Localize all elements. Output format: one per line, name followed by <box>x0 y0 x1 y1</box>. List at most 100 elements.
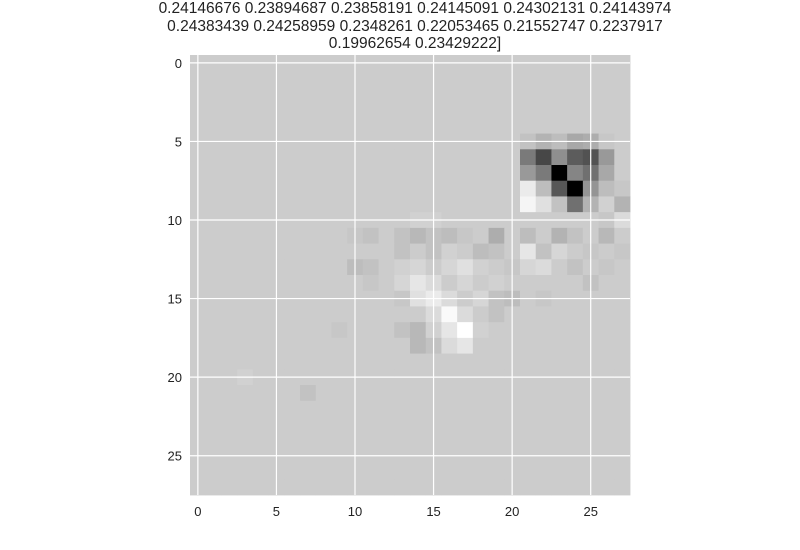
heatmap-cell <box>378 196 395 213</box>
heatmap-cell <box>252 149 269 166</box>
heatmap-cell <box>520 86 537 103</box>
grid-lines <box>190 55 630 495</box>
heatmap-cell <box>551 400 568 417</box>
heatmap-cell <box>205 117 222 134</box>
heatmap-cell <box>394 385 411 402</box>
heatmap-cell <box>598 117 615 134</box>
heatmap-cell <box>520 463 537 480</box>
heatmap-cell <box>488 70 505 87</box>
heatmap-cell <box>362 86 379 103</box>
heatmap-cell <box>362 259 379 276</box>
heatmap-cell <box>284 463 301 480</box>
heatmap-cell <box>394 70 411 87</box>
heatmap-cell <box>315 243 332 260</box>
heatmap-cell <box>237 416 254 433</box>
heatmap-cell <box>394 275 411 292</box>
heatmap-cell <box>221 463 238 480</box>
heatmap-cell <box>410 180 427 197</box>
heatmap-cell <box>284 117 301 134</box>
heatmap-cell <box>300 353 317 370</box>
heatmap-cell <box>598 432 615 449</box>
heatmap-cell <box>378 385 395 402</box>
heatmap-cell <box>472 86 489 103</box>
heatmap-cell <box>598 400 615 417</box>
heatmap-cell <box>331 117 348 134</box>
y-tick-label: 20 <box>168 370 182 385</box>
heatmap-cell <box>237 86 254 103</box>
heatmap-cell <box>598 306 615 323</box>
heatmap-cell <box>284 306 301 323</box>
heatmap-cell <box>567 463 584 480</box>
heatmap-cell <box>331 180 348 197</box>
heatmap-cell <box>394 86 411 103</box>
heatmap-cell <box>488 117 505 134</box>
heatmap-cell <box>410 306 427 323</box>
heatmap-cell <box>520 322 537 339</box>
heatmap-cell <box>378 149 395 166</box>
heatmap-cell <box>520 117 537 134</box>
heatmap-cell <box>394 117 411 134</box>
y-tick-label: 5 <box>175 134 182 149</box>
heatmap-cell <box>472 102 489 119</box>
heatmap-cell <box>598 479 615 496</box>
heatmap-cell <box>315 227 332 244</box>
heatmap-cell <box>394 322 411 339</box>
heatmap-cell <box>205 243 222 260</box>
heatmap-cell <box>614 243 631 260</box>
heatmap-cell <box>488 353 505 370</box>
heatmap-cell <box>221 165 238 182</box>
heatmap-cell <box>315 70 332 87</box>
chart-title: 0.24146676 0.23894687 0.23858191 0.24145… <box>159 0 672 52</box>
heatmap-cell <box>284 275 301 292</box>
heatmap-cell <box>362 117 379 134</box>
heatmap-cell <box>488 432 505 449</box>
heatmap-cell <box>362 180 379 197</box>
heatmap-cell <box>237 337 254 354</box>
heatmap-cell <box>520 432 537 449</box>
heatmap-cell <box>315 479 332 496</box>
heatmap-cell <box>614 385 631 402</box>
heatmap-cell <box>520 400 537 417</box>
heatmap-cell <box>520 165 537 182</box>
heatmap-cell <box>551 259 568 276</box>
heatmap-cell <box>567 227 584 244</box>
heatmap-cell <box>567 385 584 402</box>
heatmap-cell <box>614 337 631 354</box>
heatmap-cell <box>362 149 379 166</box>
heatmap-cell <box>221 86 238 103</box>
heatmap-cell <box>457 102 474 119</box>
heatmap-cell <box>378 227 395 244</box>
heatmap-cell <box>331 86 348 103</box>
heatmap-cell <box>252 400 269 417</box>
heatmap-cell <box>410 479 427 496</box>
heatmap-cell <box>441 227 458 244</box>
heatmap-cell <box>237 400 254 417</box>
x-tick-label: 20 <box>505 504 519 519</box>
heatmap-cell <box>331 259 348 276</box>
heatmap-cell <box>284 385 301 402</box>
heatmap-cell <box>614 149 631 166</box>
heatmap-cell <box>237 149 254 166</box>
heatmap-cell <box>252 70 269 87</box>
heatmap-cell <box>221 322 238 339</box>
heatmap-cell <box>205 463 222 480</box>
heatmap-cell <box>315 432 332 449</box>
heatmap-cell <box>300 479 317 496</box>
heatmap-cell <box>488 165 505 182</box>
heatmap-cell <box>488 86 505 103</box>
heatmap-cell <box>551 180 568 197</box>
heatmap-cell <box>535 102 552 119</box>
heatmap-cell <box>567 337 584 354</box>
heatmap-cell <box>441 479 458 496</box>
heatmap-cell <box>488 275 505 292</box>
heatmap-cell <box>520 243 537 260</box>
heatmap-cell <box>221 385 238 402</box>
heatmap-cell <box>535 416 552 433</box>
title-line-1: 0.24146676 0.23894687 0.23858191 0.24145… <box>159 0 672 17</box>
heatmap-cell <box>614 275 631 292</box>
heatmap-cell <box>378 259 395 276</box>
heatmap-cell <box>205 70 222 87</box>
heatmap-cell <box>378 479 395 496</box>
heatmap-cell <box>457 432 474 449</box>
heatmap-cell <box>300 337 317 354</box>
